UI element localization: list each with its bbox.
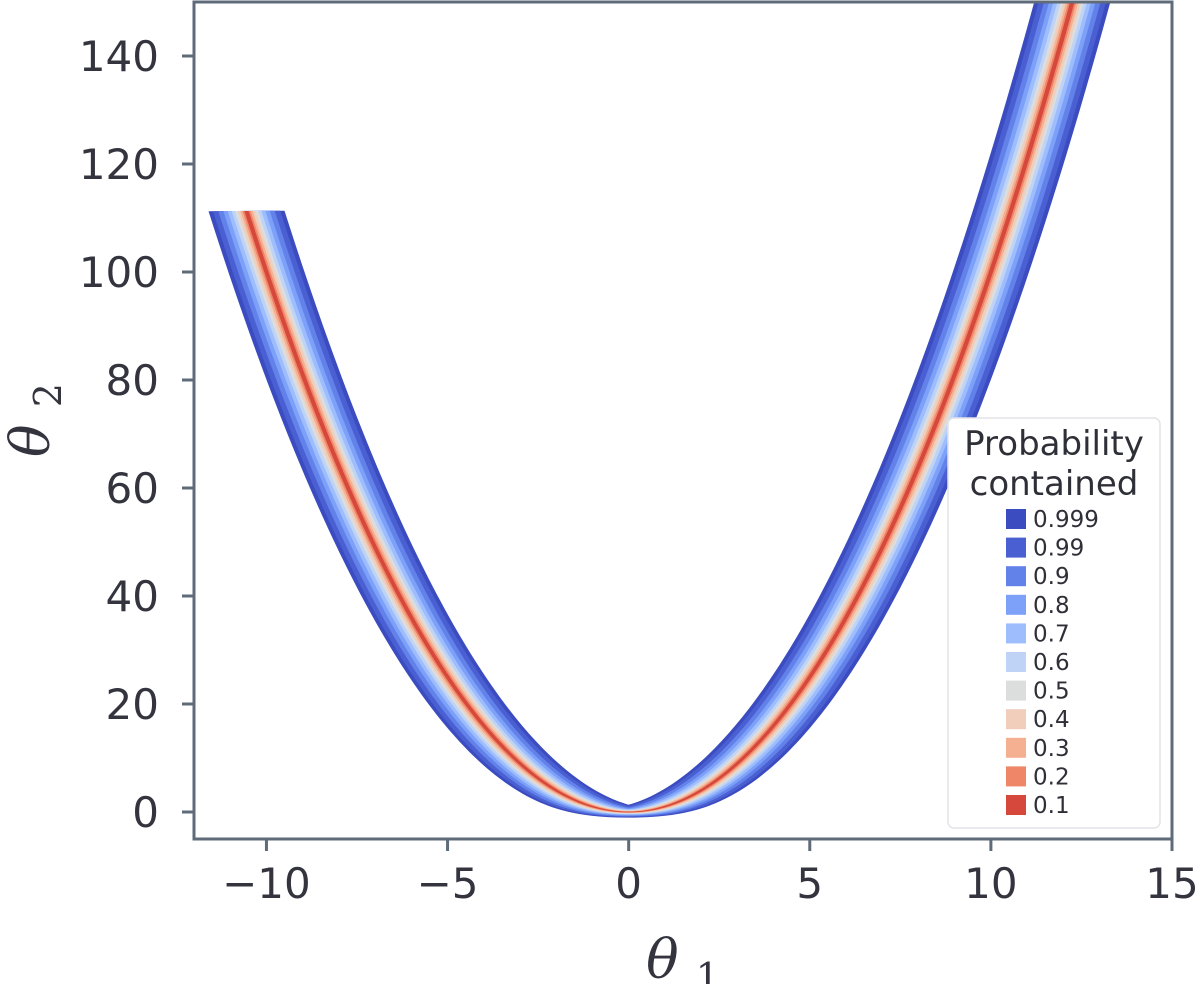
legend-item-0-8: 0.8 [1006,593,1070,619]
x-axis-label: θ 1 [646,928,720,984]
legend-items: 0.999 0.990.9 0.80.7 0.6 0.50.4 0.30.2 0.1 [1006,507,1099,819]
axis-ticks [182,54,1174,851]
legend-swatch [1006,537,1026,558]
legend-frame [947,417,1161,829]
legend-label: 0.5 [1033,679,1070,705]
legend-item-0-999: 0.999 [1006,507,1099,533]
legend-item-0-2: 0.2 [1006,764,1070,790]
legend-item-0-1: 0.1 [1006,793,1070,819]
plot-frame [192,0,1174,841]
legend-item-0-9: 0.9 [1006,564,1070,590]
legend-label: 0.8 [1033,593,1070,619]
band-0-8 [223,1,1096,816]
legend-label: 0.6 [1033,650,1070,676]
legend-item-0-7: 0.7 [1006,621,1070,647]
x-tick-label-2: 0 [615,859,642,908]
legend: Probability contained 0.999 0.990.9 0.80.7… [947,417,1161,829]
legend-swatch [1006,652,1026,672]
probability-bands [208,1,1111,818]
x-tick-label-5: 15 [1145,859,1198,908]
x-axis-label-sub: 1 [696,955,720,984]
legend-label: 0.9 [1033,564,1070,590]
y-tick-label-7: 140 [79,32,159,81]
y-axis-label: θ 2 [0,383,70,457]
x-tick-label-3: 5 [796,859,823,908]
y-axis-label-sub: 2 [26,383,70,407]
y-tick-label-0: 0 [132,788,159,837]
legend-swatch [1006,509,1026,529]
x-tick-label-4: 10 [964,859,1017,908]
y-axis-label-main: θ [0,424,62,457]
legend-item-0-4: 0.4 [1006,707,1070,733]
legend-swatch [1006,680,1026,701]
legend-label: 0.7 [1033,621,1070,647]
x-tick-label-1: −5 [417,859,479,908]
y-tick-label-4: 80 [106,356,159,405]
y-tick-label-2: 40 [106,572,159,621]
y-axis-label-group: θ 2 [0,383,70,457]
y-tick-label-1: 20 [106,680,159,729]
legend-item-0-99: 0.99 [1006,536,1084,562]
legend-swatch [1006,594,1026,615]
y-tick-label-3: 60 [106,464,159,513]
legend-label: 0.99 [1033,536,1084,562]
legend-title-line-2: contained [970,464,1139,504]
axis-tick-labels: −10 −5 0 5 10 15 0 20 40 60 80 100 120 140 [79,32,1199,908]
legend-swatch [1006,623,1026,644]
legend-swatch [1006,709,1026,730]
x-tick-label-0: −10 [222,859,311,908]
legend-label: 0.4 [1033,707,1070,733]
legend-swatch [1006,766,1026,787]
legend-item-0-3: 0.3 [1006,736,1070,762]
legend-label: 0.2 [1033,764,1070,790]
legend-swatch [1006,795,1026,815]
legend-label: 0.1 [1033,793,1070,819]
legend-item-0-6: 0.6 [1006,650,1070,676]
y-tick-label-5: 100 [79,248,159,297]
legend-title-line-1: Probability [964,424,1144,464]
legend-swatch [1006,566,1026,587]
legend-swatch [1006,737,1026,758]
legend-item-0-5: 0.5 [1006,679,1070,705]
legend-label: 0.999 [1033,507,1099,533]
x-axis-label-main: θ [646,928,679,984]
legend-label: 0.3 [1033,736,1070,762]
y-tick-label-6: 120 [79,140,159,189]
